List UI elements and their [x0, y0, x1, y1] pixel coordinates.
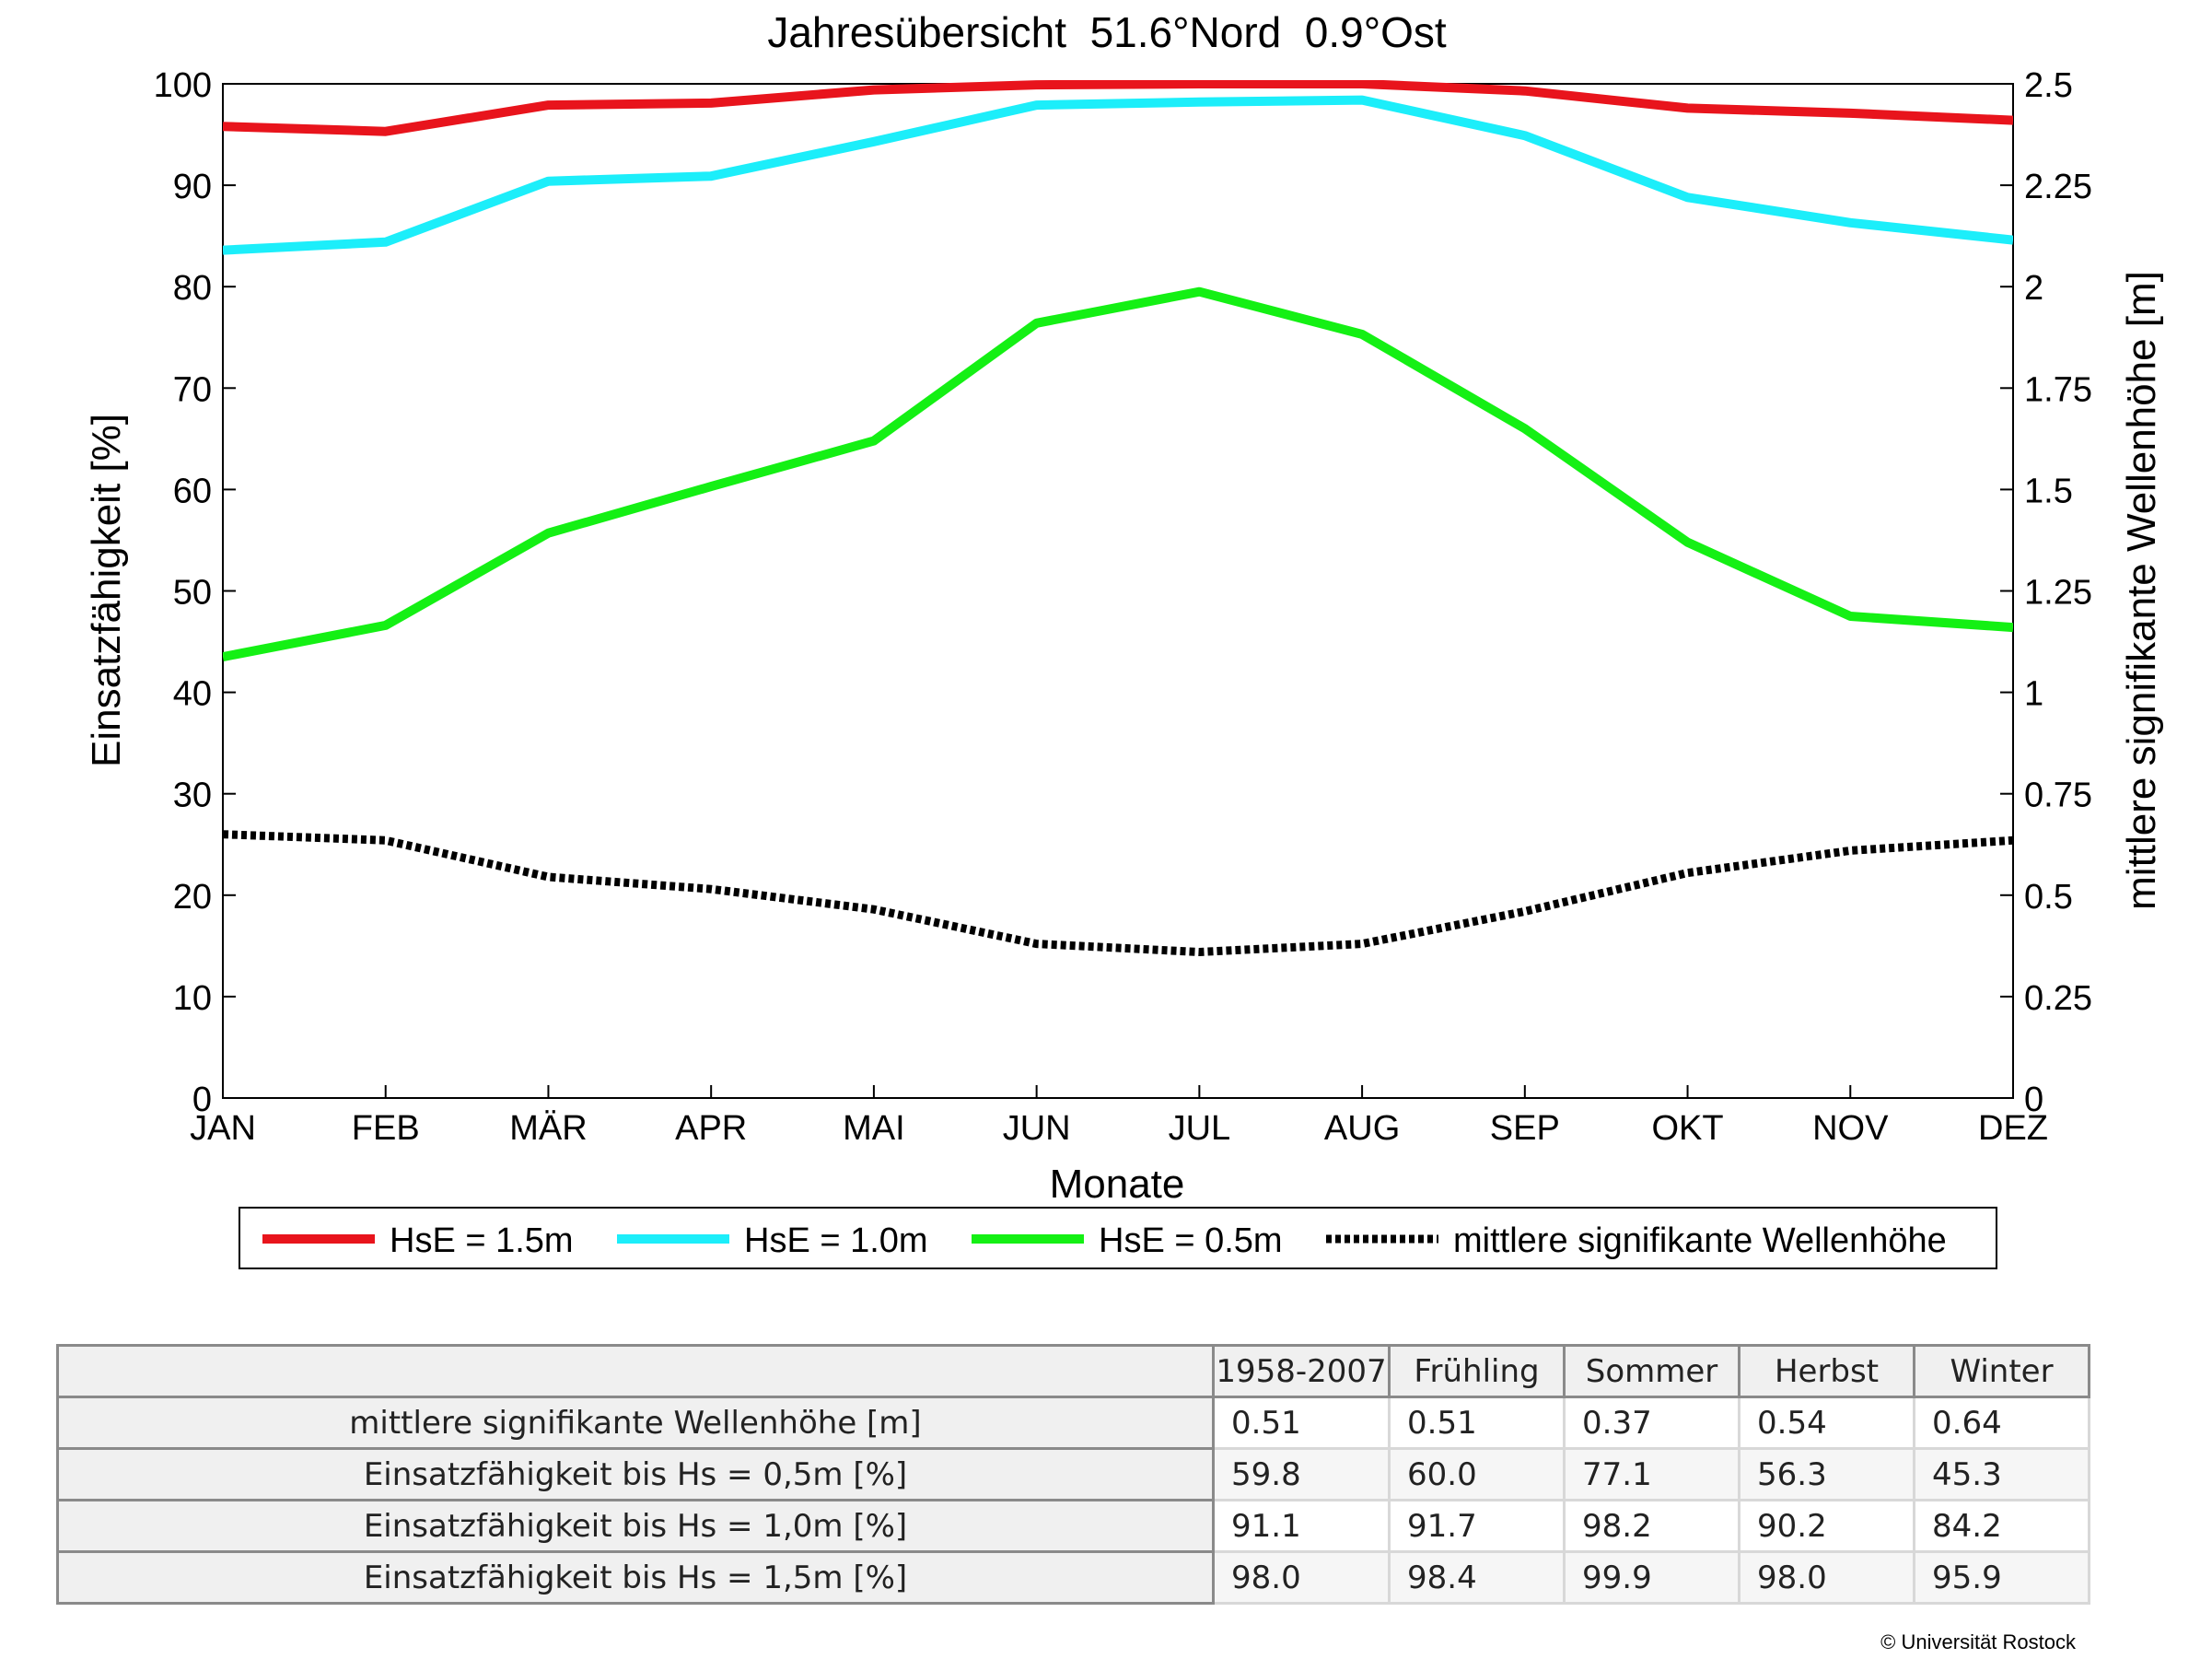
table-cell: 91.1 [1212, 1499, 1391, 1553]
table-cell: 98.4 [1388, 1550, 1566, 1605]
x-tick-label: JUL [1169, 1109, 1231, 1148]
table-cell: 95.9 [1913, 1550, 2090, 1605]
legend-label-3: HsE = 0.5m [1099, 1221, 1283, 1260]
statistics-table: 1958-2007 Frühling Sommer Herbst Winter … [56, 1344, 2090, 1605]
row-label: Einsatzfähigkeit bis Hs = 0,5m [%] [56, 1447, 1215, 1501]
series-line-3 [223, 286, 2013, 662]
y-tick-label: 80 [173, 269, 212, 308]
y-tick-label: 90 [173, 168, 212, 206]
y2-tick-label: 1.25 [2024, 574, 2092, 613]
y-axis-label: Einsatzfähigkeit [%] [84, 414, 129, 767]
chart-title: Jahresübersicht 51.6°Nord 0.9°Ost [767, 8, 1447, 56]
row-label: mittlere signifikante Wellenhöhe [m] [56, 1396, 1215, 1450]
table-cell: 0.64 [1913, 1396, 2090, 1450]
table-cell: 0.51 [1388, 1396, 1566, 1450]
table-row: Einsatzfähigkeit bis Hs = 0,5m [%] 59.8 … [56, 1447, 2090, 1501]
table-row: Einsatzfähigkeit bis Hs = 1,0m [%] 91.1 … [56, 1499, 2090, 1553]
table-cell: 0.37 [1563, 1396, 1740, 1450]
x-tick-label: NOV [1812, 1109, 1889, 1148]
table-cell: 59.8 [1212, 1447, 1391, 1501]
x-tick-label: MAI [843, 1109, 905, 1148]
table-header-autumn: Herbst [1738, 1344, 1915, 1398]
row-label: Einsatzfähigkeit bis Hs = 1,5m [%] [56, 1550, 1215, 1605]
series-line-1 [223, 80, 2013, 136]
table-cell: 98.0 [1212, 1550, 1391, 1605]
y2-tick-label: 2 [2024, 269, 2043, 308]
x-tick-label: AUG [1324, 1109, 1400, 1148]
table-cell: 0.54 [1738, 1396, 1915, 1450]
plot-area [222, 83, 2014, 1099]
x-tick-label: APR [675, 1109, 747, 1148]
y2-tick-label: 1.5 [2024, 472, 2073, 510]
table-header-winter: Winter [1913, 1344, 2090, 1398]
y2-axis-label: mittlere signifikante Wellenhöhe [m] [2119, 271, 2164, 910]
table-cell: 90.2 [1738, 1499, 1915, 1553]
y-tick-label: 0 [192, 1081, 212, 1119]
x-tick-label: DEZ [1978, 1109, 2048, 1148]
x-tick-label: JAN [190, 1109, 256, 1148]
table-cell: 98.0 [1738, 1550, 1915, 1605]
table-cell: 0.51 [1212, 1396, 1391, 1450]
x-tick-label: SEP [1490, 1109, 1560, 1148]
y2-tick-label: 0 [2024, 1081, 2043, 1119]
y2-tick-label: 1 [2024, 675, 2043, 714]
table-header-summer: Sommer [1563, 1344, 1740, 1398]
legend-label-4: mittlere signifikante Wellenhöhe [1453, 1221, 1947, 1260]
y2-tick-label: 2.5 [2024, 66, 2073, 105]
series-line-2 [223, 95, 2013, 255]
y-tick-label: 70 [173, 370, 212, 409]
table-cell: 98.2 [1563, 1499, 1740, 1553]
x-tick-label: JUN [1003, 1109, 1071, 1148]
x-axis-label: Monate [1050, 1162, 1185, 1207]
table-cell: 91.7 [1388, 1499, 1566, 1553]
y2-tick-label: 2.25 [2024, 168, 2092, 206]
y2-tick-label: 1.75 [2024, 370, 2092, 409]
legend-label-1: HsE = 1.5m [390, 1221, 574, 1260]
table-header-spring: Frühling [1388, 1344, 1566, 1398]
table-header-row: 1958-2007 Frühling Sommer Herbst Winter [56, 1344, 2090, 1398]
legend-box [239, 1207, 1997, 1269]
y-tick-label: 100 [154, 66, 212, 105]
y-tick-label: 20 [173, 878, 212, 917]
y-tick-label: 10 [173, 979, 212, 1018]
table-cell: 56.3 [1738, 1447, 1915, 1501]
table-cell: 84.2 [1913, 1499, 2090, 1553]
x-tick-label: OKT [1651, 1109, 1723, 1148]
y-tick-label: 30 [173, 777, 212, 815]
x-tick-label: MÄR [509, 1109, 587, 1148]
table-header-empty [56, 1344, 1215, 1398]
copyright-notice: © Universität Rostock [1880, 1630, 2076, 1653]
table-header-period: 1958-2007 [1212, 1344, 1391, 1398]
y2-tick-label: 0.75 [2024, 777, 2092, 815]
y-tick-label: 50 [173, 574, 212, 613]
table-row: mittlere signifikante Wellenhöhe [m] 0.5… [56, 1396, 2090, 1450]
x-tick-label: FEB [352, 1109, 420, 1148]
y2-tick-label: 0.25 [2024, 979, 2092, 1018]
y-tick-label: 40 [173, 675, 212, 714]
table-cell: 77.1 [1563, 1447, 1740, 1501]
y2-tick-label: 0.5 [2024, 878, 2073, 917]
table-row: Einsatzfähigkeit bis Hs = 1,5m [%] 98.0 … [56, 1550, 2090, 1605]
table-cell: 45.3 [1913, 1447, 2090, 1501]
row-label: Einsatzfähigkeit bis Hs = 1,0m [%] [56, 1499, 1215, 1553]
legend-label-2: HsE = 1.0m [744, 1221, 928, 1260]
series-line-4 [223, 830, 2013, 957]
y-tick-label: 60 [173, 472, 212, 510]
table-cell: 99.9 [1563, 1550, 1740, 1605]
table-cell: 60.0 [1388, 1447, 1566, 1501]
